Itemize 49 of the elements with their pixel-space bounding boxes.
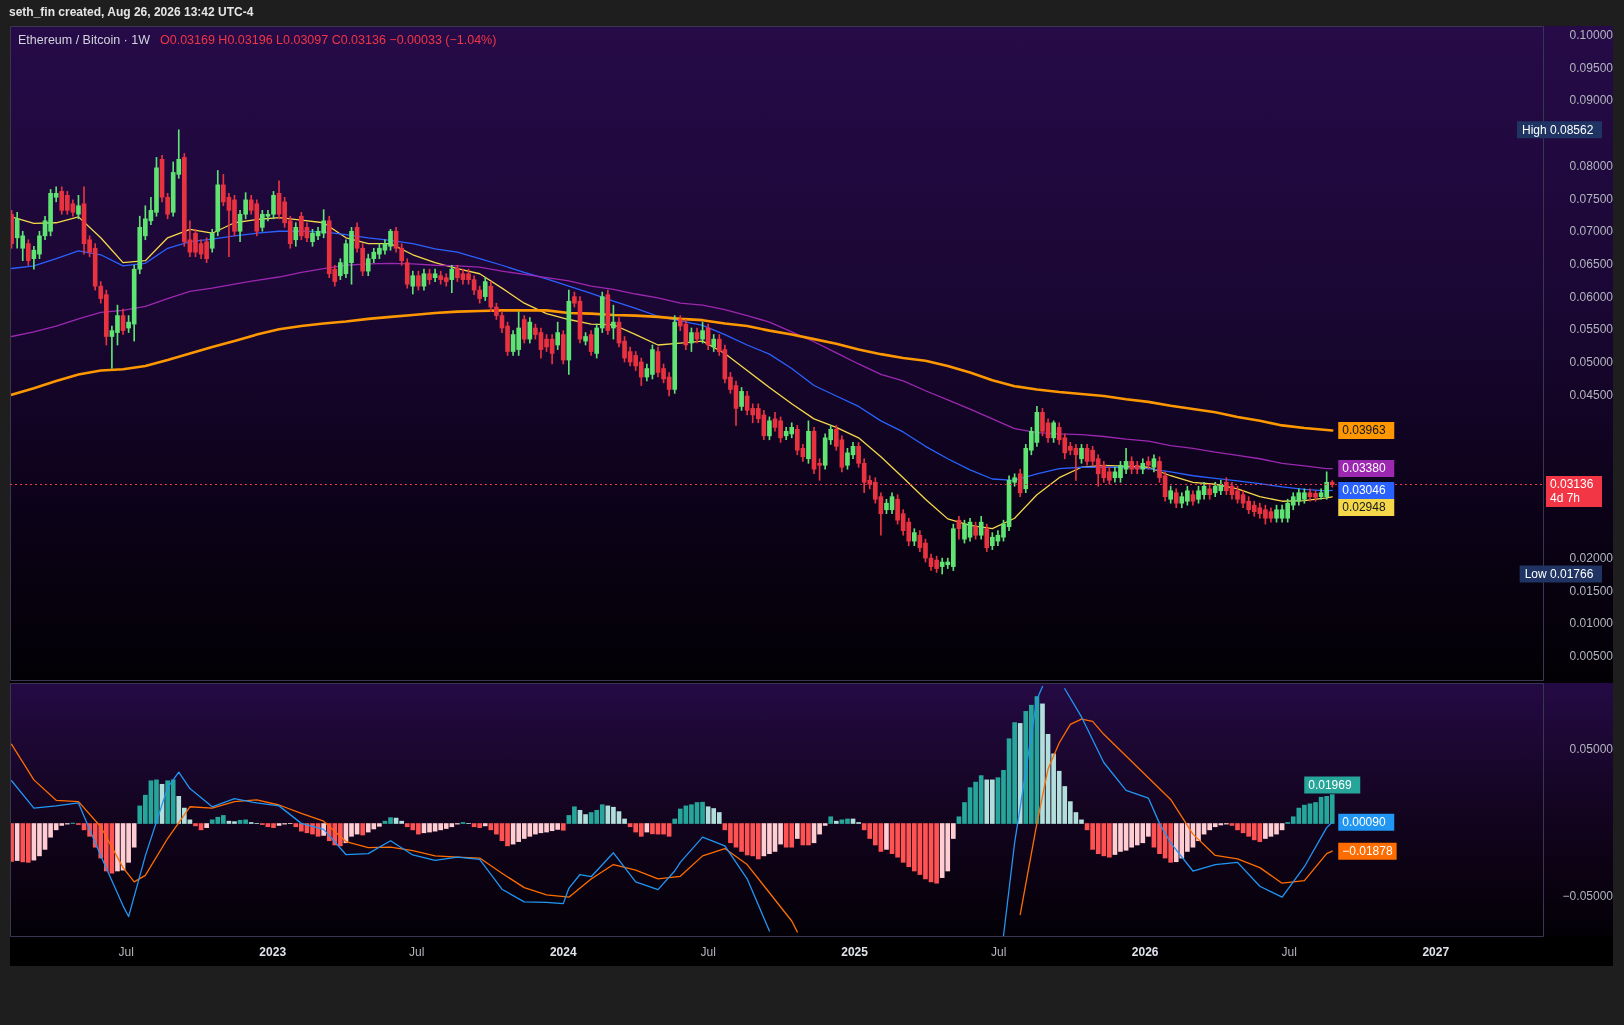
y-tick-label: −0.05000 (1562, 889, 1614, 904)
bar (794, 823, 800, 839)
x-tick-label: 2024 (549, 944, 577, 959)
annotation: High 0.08562 (1521, 122, 1594, 137)
x-tick-label: 2026 (1131, 944, 1159, 959)
x-tick-label: Jul (118, 944, 134, 959)
y-tick-label: 0.07500 (1569, 191, 1614, 206)
x-tick-label: Jul (1281, 944, 1297, 959)
data-label: 0.00090 (1342, 815, 1386, 830)
data-label: 0.03046 (1342, 483, 1386, 498)
text: Ethereum / Bitcoin · 1W (18, 33, 151, 48)
y-tick-label: 0.01000 (1569, 616, 1614, 631)
x-tick-label: 2023 (259, 944, 287, 959)
x-tick-label: Jul (700, 944, 716, 959)
y-tick-label: 0.09500 (1569, 60, 1614, 75)
x-tick-label: Jul (991, 944, 1007, 959)
bar (828, 816, 834, 824)
y-tick-label: 0.09000 (1569, 93, 1614, 108)
data-label: 0.03963 (1342, 423, 1386, 438)
y-tick-label: 0.02000 (1569, 551, 1614, 566)
x-tick-label: 2025 (841, 944, 869, 959)
bar (560, 823, 566, 831)
bar (482, 823, 488, 827)
data-label: 0.03380 (1342, 461, 1386, 476)
ref-line-label: 0.03136 4d 7h (1550, 477, 1594, 506)
bar (360, 823, 365, 836)
x-tick-label: Jul (409, 944, 425, 959)
y-tick-label: 0.04500 (1569, 387, 1614, 402)
text: seth_fin created, Aug 26, 2026 13:42 UTC-4 (9, 5, 254, 21)
y-tick-label: 0.05500 (1569, 322, 1614, 337)
data-label: 0.02948 (1342, 500, 1386, 515)
bar (884, 823, 889, 850)
y-tick-label: 0.06000 (1569, 289, 1614, 304)
text: O0.03169 H0.03196 L0.03097 C0.03136 −0.00033 (−1.04%) (159, 33, 497, 48)
y-tick-label: 0.07000 (1569, 224, 1614, 239)
bar (204, 823, 209, 828)
y-tick-label: 0.00500 (1569, 649, 1614, 664)
y-tick-label: 0.05000 (1569, 742, 1614, 757)
y-tick-label: 0.08000 (1569, 158, 1614, 173)
x-tick-label: 2027 (1422, 944, 1450, 959)
annotation: Low 0.01766 (1524, 566, 1594, 581)
data-label: −0.01878 (1342, 843, 1393, 858)
bar (1017, 723, 1023, 824)
bar (833, 820, 839, 824)
data-label: 0.01969 (1308, 777, 1352, 792)
y-tick-label: 0.05000 (1569, 354, 1614, 369)
y-tick-label: 0.10000 (1569, 28, 1614, 43)
y-tick-label: 0.06500 (1569, 256, 1614, 271)
y-tick-label: 0.01500 (1569, 583, 1614, 598)
